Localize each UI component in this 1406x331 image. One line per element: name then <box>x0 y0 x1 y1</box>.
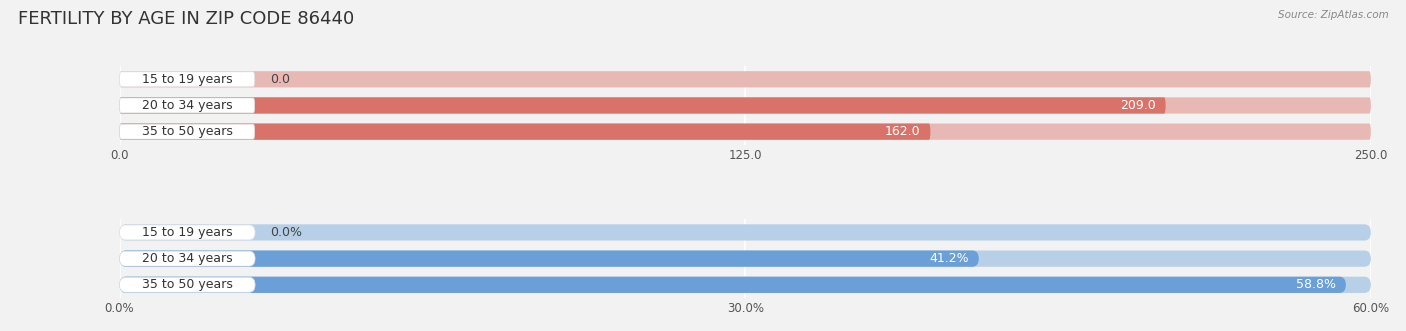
Text: 35 to 50 years: 35 to 50 years <box>142 125 232 138</box>
Text: 35 to 50 years: 35 to 50 years <box>142 278 233 291</box>
FancyBboxPatch shape <box>120 123 931 140</box>
FancyBboxPatch shape <box>120 224 1371 241</box>
FancyBboxPatch shape <box>120 123 1371 140</box>
Text: 58.8%: 58.8% <box>1296 278 1336 291</box>
FancyBboxPatch shape <box>120 71 1371 87</box>
FancyBboxPatch shape <box>120 251 1371 267</box>
FancyBboxPatch shape <box>120 251 979 267</box>
FancyBboxPatch shape <box>120 97 1166 114</box>
FancyBboxPatch shape <box>120 251 254 266</box>
Text: 15 to 19 years: 15 to 19 years <box>142 73 232 86</box>
FancyBboxPatch shape <box>120 225 254 240</box>
Text: Source: ZipAtlas.com: Source: ZipAtlas.com <box>1278 10 1389 20</box>
Text: FERTILITY BY AGE IN ZIP CODE 86440: FERTILITY BY AGE IN ZIP CODE 86440 <box>18 10 354 28</box>
FancyBboxPatch shape <box>120 98 254 113</box>
Text: 20 to 34 years: 20 to 34 years <box>142 252 232 265</box>
Text: 0.0%: 0.0% <box>270 226 302 239</box>
FancyBboxPatch shape <box>120 277 1371 293</box>
Text: 0.0: 0.0 <box>270 73 290 86</box>
FancyBboxPatch shape <box>120 97 1371 114</box>
Text: 15 to 19 years: 15 to 19 years <box>142 226 232 239</box>
FancyBboxPatch shape <box>120 277 254 292</box>
Text: 41.2%: 41.2% <box>929 252 969 265</box>
Text: 20 to 34 years: 20 to 34 years <box>142 99 232 112</box>
FancyBboxPatch shape <box>120 72 254 87</box>
FancyBboxPatch shape <box>120 277 1346 293</box>
Text: 162.0: 162.0 <box>884 125 921 138</box>
FancyBboxPatch shape <box>120 124 254 139</box>
Text: 209.0: 209.0 <box>1119 99 1156 112</box>
